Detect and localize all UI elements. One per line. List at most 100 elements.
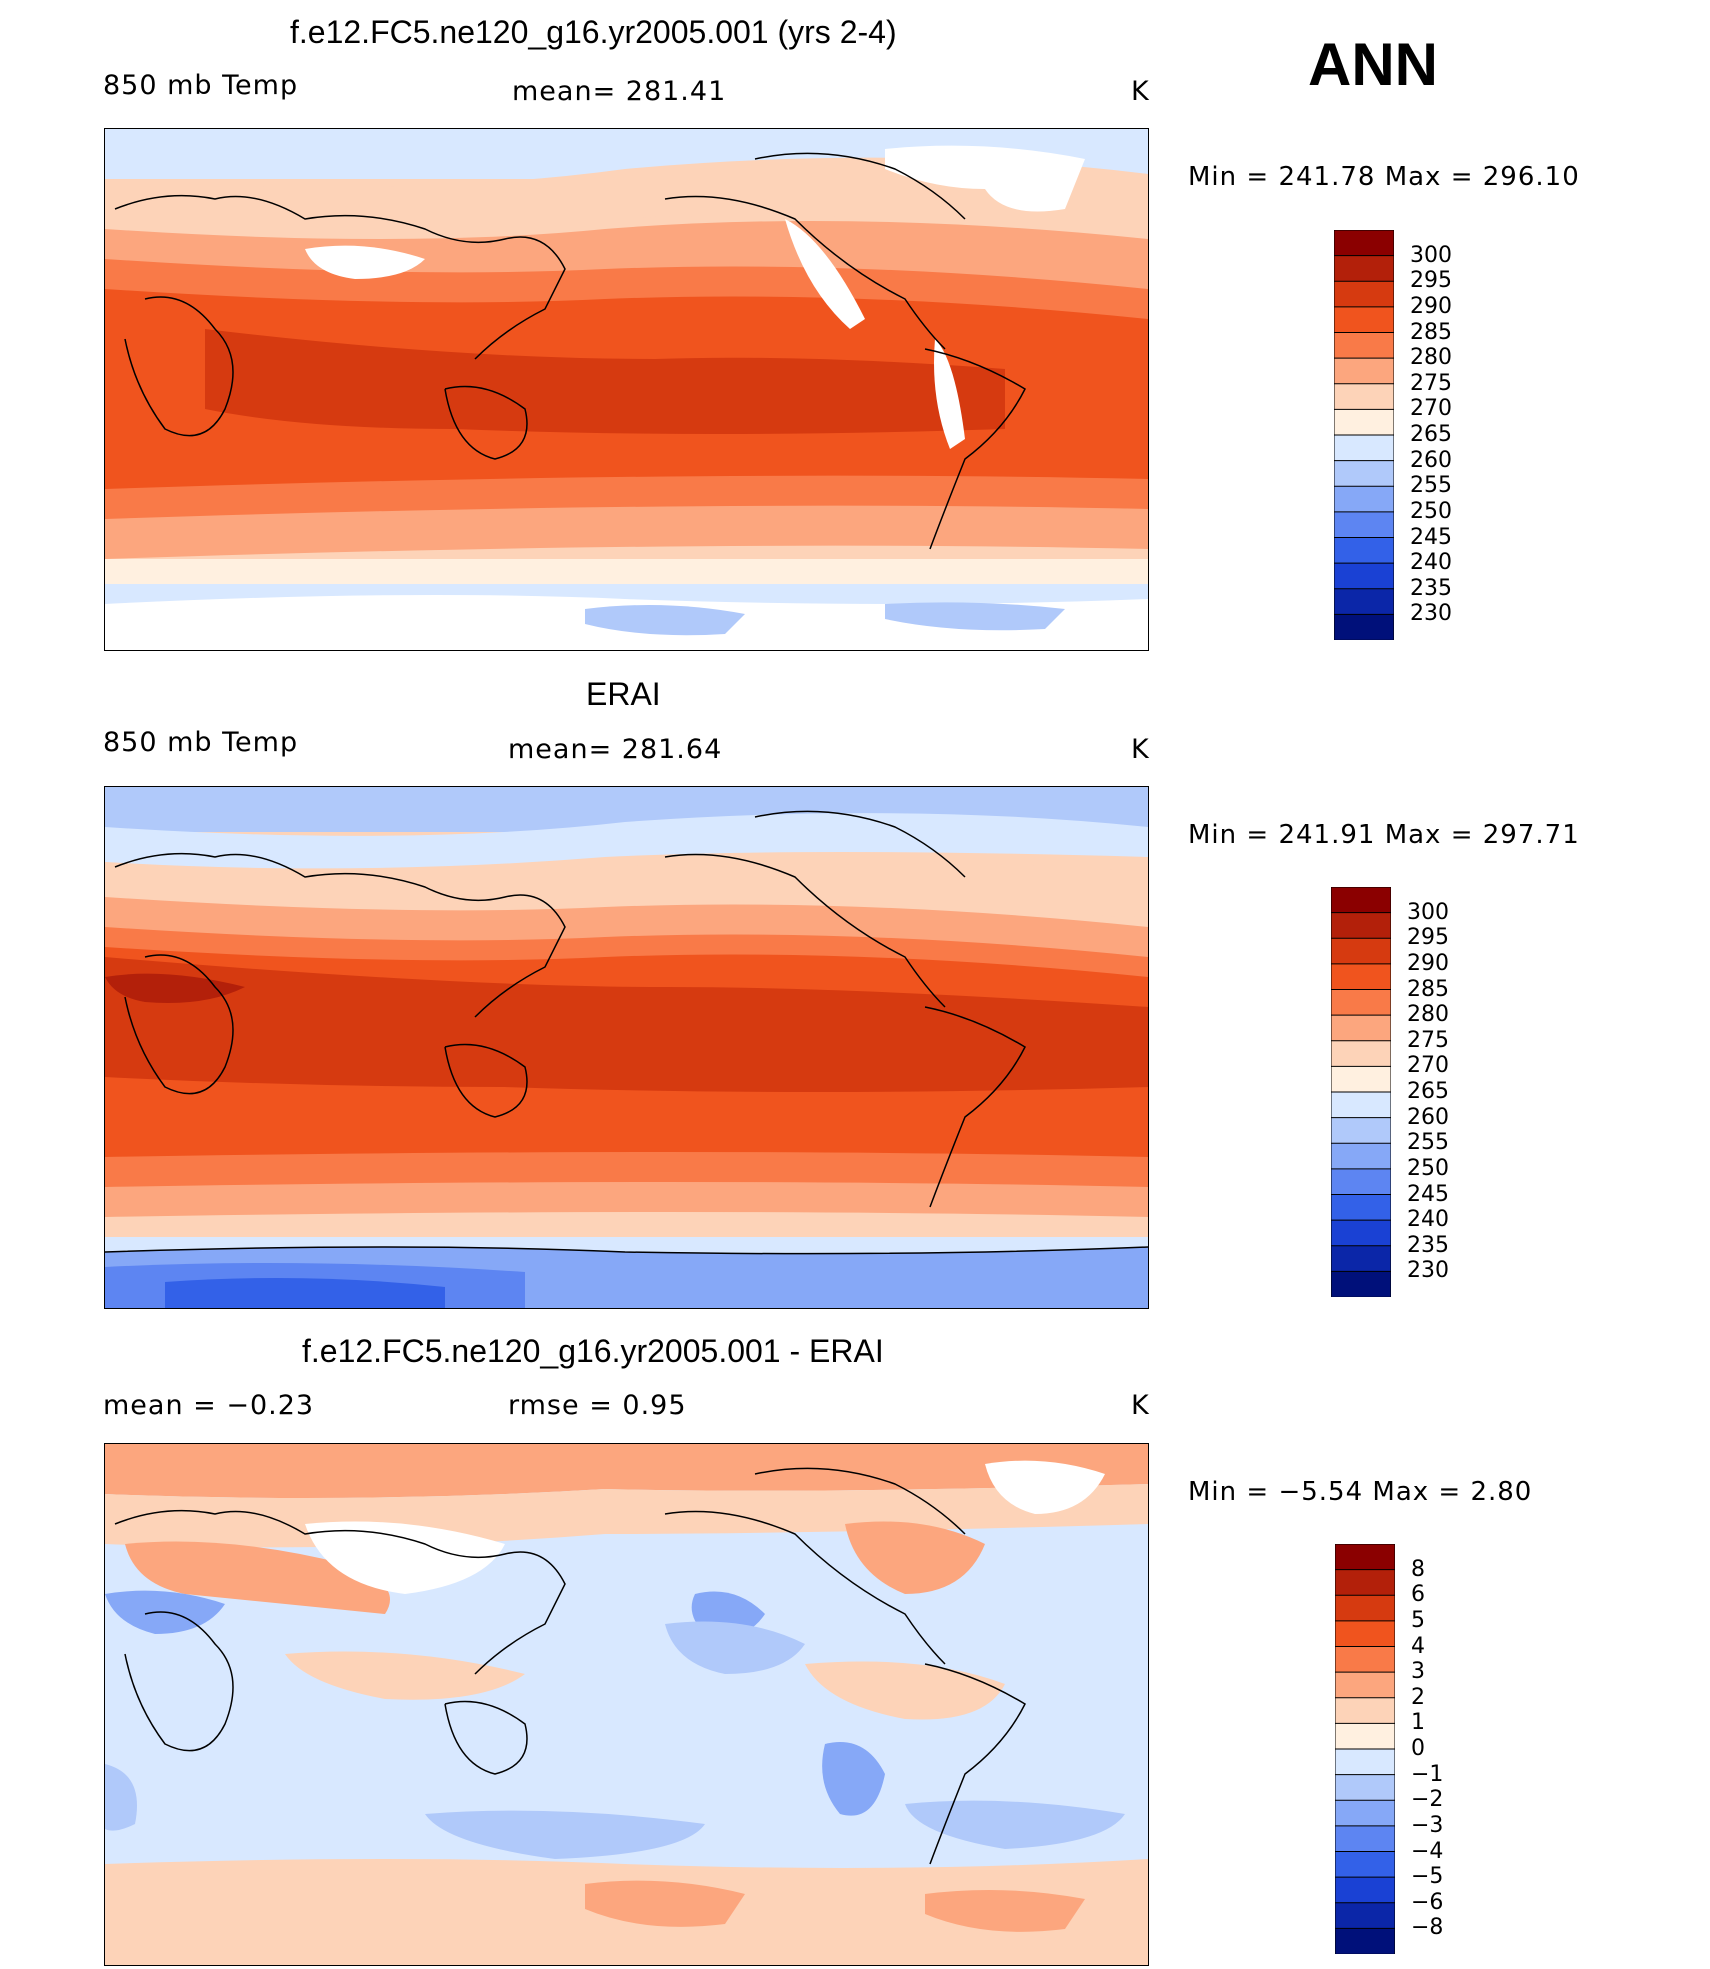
colorbar-swatch xyxy=(1334,1902,1396,1930)
colorbar-swatch xyxy=(1333,588,1395,616)
colorbar-tick-label: −2 xyxy=(1411,1787,1444,1813)
panel-3-minmax: Min = −5.54 Max = 2.80 xyxy=(1188,1477,1533,1507)
colorbar-swatch xyxy=(1330,1117,1392,1145)
panel-2-minmax: Min = 241.91 Max = 297.71 xyxy=(1188,820,1580,850)
colorbar-tick-label: 245 xyxy=(1407,1181,1449,1207)
colorbar-swatch xyxy=(1334,1594,1396,1622)
panel-3-units-label: K xyxy=(1131,1390,1150,1421)
panel-2-title: ERAI xyxy=(586,676,661,712)
colorbar-swatch xyxy=(1330,1270,1392,1298)
colorbar-swatch xyxy=(1334,1851,1396,1878)
colorbar-swatch xyxy=(1333,357,1395,385)
colorbar-tick-label: 4 xyxy=(1411,1633,1425,1659)
colorbar-swatch xyxy=(1330,1014,1392,1042)
colorbar-tick-label: 240 xyxy=(1407,1207,1449,1233)
colorbar-tick-label: −5 xyxy=(1411,1864,1444,1890)
colorbar-swatch xyxy=(1333,511,1395,539)
colorbar-tick-label: 290 xyxy=(1410,293,1452,319)
colorbar-swatch xyxy=(1334,1671,1396,1699)
panel-1-variable-label: 850 mb Temp xyxy=(103,70,299,101)
colorbar-swatch xyxy=(1334,1697,1396,1725)
colorbar-swatch xyxy=(1330,1142,1392,1170)
colorbar-swatch xyxy=(1330,963,1392,991)
colorbar-tick-label: 285 xyxy=(1407,976,1449,1002)
colorbar-swatch xyxy=(1330,1065,1392,1093)
colorbar-swatch xyxy=(1334,1646,1396,1673)
panel-3-colorbar xyxy=(1334,1543,1396,1955)
colorbar-tick-label: 1 xyxy=(1411,1710,1425,1736)
colorbar-swatch xyxy=(1333,383,1395,411)
colorbar-tick-label: 265 xyxy=(1410,422,1452,447)
colorbar-tick-label: 270 xyxy=(1407,1053,1449,1079)
panel-1-minmax: Min = 241.78 Max = 296.10 xyxy=(1188,162,1580,192)
colorbar-tick-label: −1 xyxy=(1411,1761,1444,1787)
colorbar-tick-label: 235 xyxy=(1407,1232,1449,1258)
colorbar-swatch xyxy=(1334,1569,1396,1597)
colorbar-tick-label: 3 xyxy=(1411,1659,1425,1685)
panel-3-map xyxy=(104,1443,1149,1966)
colorbar-tick-label: 295 xyxy=(1407,925,1449,951)
colorbar-swatch xyxy=(1330,1219,1392,1247)
panel-1-title: f.e12.FC5.ne120_g16.yr2005.001 (yrs 2-4) xyxy=(290,14,897,50)
colorbar-swatch xyxy=(1330,1040,1392,1068)
panel-1-colorbar-ticks: 300 295 290 285 280 275 270 265 260 255 250 245 240 2… xyxy=(1410,230,1510,640)
panel-2-map xyxy=(104,786,1149,1309)
colorbar-swatch xyxy=(1330,886,1392,914)
panel-3-colorbar-ticks: 8 6 5 4 3 2 1 0 −1 −2 −3 −4 −5 −6 −8 xyxy=(1411,1544,1511,1954)
colorbar-tick-label: 265 xyxy=(1407,1079,1449,1104)
colorbar-swatch xyxy=(1333,255,1395,283)
colorbar-tick-label: 245 xyxy=(1410,524,1452,550)
colorbar-swatch xyxy=(1334,1748,1396,1776)
colorbar-tick-label: 280 xyxy=(1407,1002,1449,1028)
colorbar-tick-label: 250 xyxy=(1410,498,1452,524)
colorbar-swatch xyxy=(1333,537,1395,564)
colorbar-tick-label: 5 xyxy=(1411,1607,1425,1633)
colorbar-swatch xyxy=(1333,280,1395,308)
colorbar-tick-label: 240 xyxy=(1410,550,1452,576)
colorbar-swatch xyxy=(1333,562,1395,590)
colorbar-tick-label: −4 xyxy=(1411,1838,1444,1864)
colorbar-tick-label: 280 xyxy=(1410,345,1452,371)
panel-2-units-label: K xyxy=(1131,734,1150,765)
colorbar-tick-label: 8 xyxy=(1411,1556,1425,1582)
panel-2-colorbar xyxy=(1330,886,1392,1298)
colorbar-tick-label: 255 xyxy=(1410,473,1452,499)
colorbar-swatch xyxy=(1330,1194,1392,1221)
colorbar-swatch xyxy=(1334,1620,1396,1648)
colorbar-swatch xyxy=(1334,1927,1396,1955)
panel-1-colorbar xyxy=(1333,229,1395,641)
panel-1-mean-label: mean= 281.41 xyxy=(512,76,727,107)
colorbar-tick-label: 0 xyxy=(1411,1736,1425,1761)
colorbar-swatch xyxy=(1334,1722,1396,1750)
colorbar-tick-label: 290 xyxy=(1407,950,1449,976)
colorbar-tick-label: 270 xyxy=(1410,396,1452,422)
colorbar-tick-label: −8 xyxy=(1411,1915,1444,1941)
panel-3-rmse-label: rmse = 0.95 xyxy=(508,1390,687,1421)
panel-3-mean-label: mean = −0.23 xyxy=(103,1390,315,1421)
colorbar-tick-label: −3 xyxy=(1411,1812,1444,1838)
colorbar-tick-label: 230 xyxy=(1410,601,1452,627)
colorbar-swatch xyxy=(1333,460,1395,488)
panel-2-mean-label: mean= 281.64 xyxy=(508,734,723,765)
colorbar-tick-label: 230 xyxy=(1407,1258,1449,1284)
panel-3-title: f.e12.FC5.ne120_g16.yr2005.001 - ERAI xyxy=(302,1333,884,1369)
colorbar-tick-label: 285 xyxy=(1410,319,1452,345)
colorbar-tick-label: 260 xyxy=(1410,447,1452,473)
colorbar-swatch xyxy=(1333,229,1395,257)
colorbar-tick-label: 250 xyxy=(1407,1155,1449,1181)
colorbar-swatch xyxy=(1330,1245,1392,1273)
colorbar-swatch xyxy=(1333,306,1395,334)
colorbar-tick-label: 2 xyxy=(1411,1684,1425,1710)
colorbar-tick-label: 255 xyxy=(1407,1130,1449,1156)
colorbar-swatch xyxy=(1330,912,1392,940)
colorbar-swatch xyxy=(1334,1825,1396,1853)
colorbar-tick-label: 275 xyxy=(1410,370,1452,396)
colorbar-swatch xyxy=(1334,1799,1396,1827)
panel-2-variable-label: 850 mb Temp xyxy=(103,727,299,758)
colorbar-swatch xyxy=(1330,1168,1392,1196)
season-label: ANN xyxy=(1308,31,1438,98)
colorbar-tick-label: 300 xyxy=(1410,242,1452,268)
colorbar-tick-label: 260 xyxy=(1407,1104,1449,1130)
colorbar-swatch xyxy=(1334,1876,1396,1904)
panel-2-colorbar-ticks: 300 295 290 285 280 275 270 265 260 255 250 245 240 2… xyxy=(1407,887,1507,1297)
